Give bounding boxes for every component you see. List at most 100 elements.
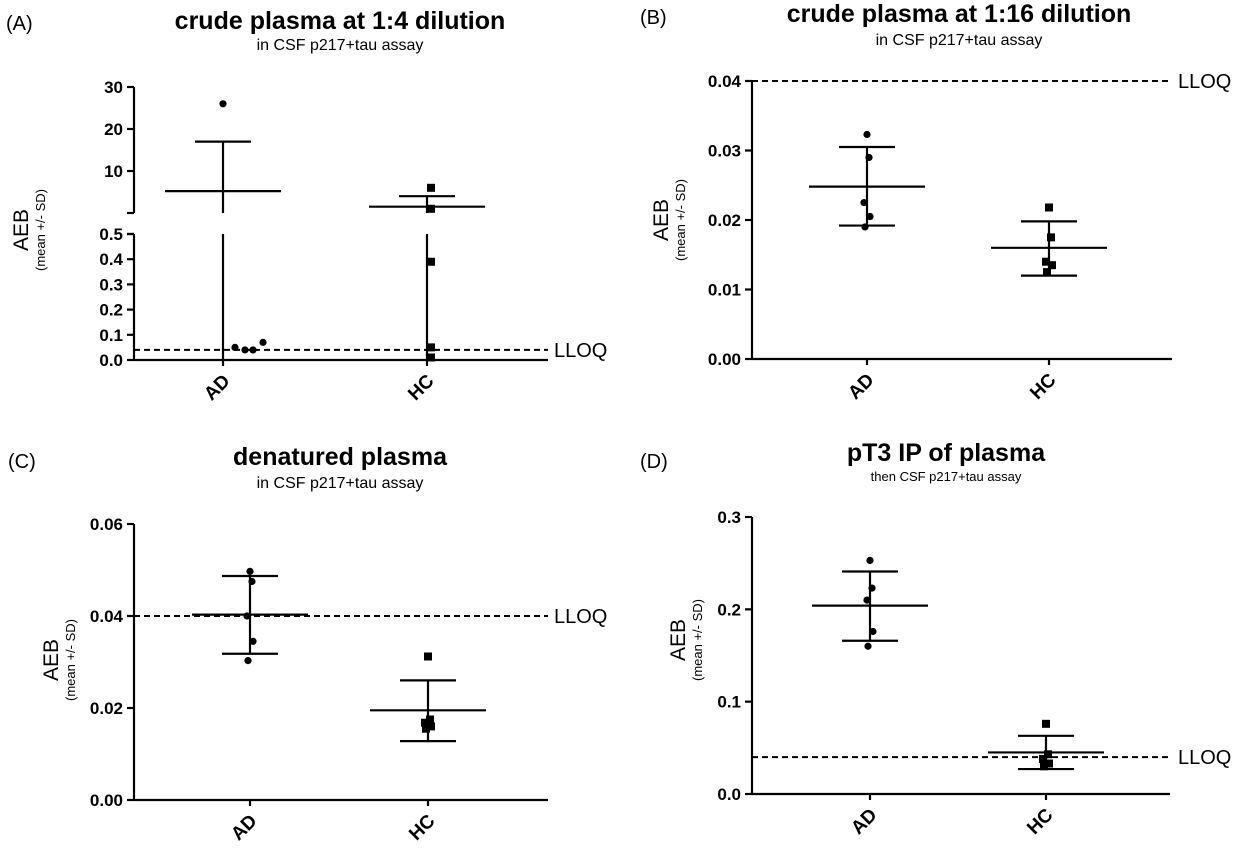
panel-d-label: (D): [640, 451, 668, 473]
x-label-ad: AD: [227, 811, 261, 845]
panel-d-ylabel-sub: (mean +/- SD): [690, 599, 705, 681]
lloq-label: LLOQ: [554, 606, 607, 628]
data-point-hc: [1044, 750, 1052, 759]
panel-d: (D) pT3 IP of plasma then CSF p217+tau a…: [640, 439, 1231, 839]
panel-b-plot: 0.00 0.01 0.02 0.03 0.04 LLOQ AD HC: [708, 71, 1231, 404]
data-point-hc: [1040, 762, 1048, 771]
data-point-hc: [427, 257, 435, 266]
panel-c-title: denatured plasma: [233, 443, 448, 471]
y-tick-label: 0.00: [708, 350, 741, 369]
y-tick-label: 0.5: [99, 225, 123, 244]
data-point-ad: [243, 612, 251, 620]
data-point-ad: [860, 199, 868, 207]
data-point-hc: [426, 715, 434, 724]
data-point-hc: [1042, 257, 1050, 266]
y-tick-label: 0.0: [99, 351, 123, 370]
data-point-ad: [249, 637, 257, 645]
panel-a-label: (A): [6, 13, 33, 35]
panel-b-ylabel: AEB: [650, 199, 673, 241]
data-point-ad: [866, 556, 874, 564]
x-label-hc: HC: [1026, 369, 1060, 403]
data-point-ad: [863, 596, 871, 604]
panel-a: (A) crude plasma at 1:4 dilution in CSF …: [6, 7, 607, 405]
panel-b-label: (B): [640, 7, 667, 29]
panel-a-ylabel: AEB: [10, 209, 33, 251]
y-tick-label: 0.3: [717, 508, 741, 527]
x-label-hc: HC: [1023, 804, 1057, 838]
data-point-ad: [869, 627, 877, 636]
data-point-hc: [424, 652, 432, 661]
data-point-ad: [864, 642, 872, 650]
panel-d-ylabel: AEB: [667, 619, 690, 661]
data-point-hc: [1039, 754, 1047, 763]
panel-a-ylabel-sub: (mean +/- SD): [33, 189, 48, 271]
y-tick-label: 0.03: [708, 142, 741, 161]
data-point-hc: [422, 724, 430, 733]
data-point-hc: [421, 718, 429, 727]
y-tick-label: 0.1: [717, 693, 741, 712]
x-label-hc: HC: [405, 810, 439, 844]
panel-a-plot: 0.0 0.1 0.2 0.3 0.4 0.5 10 20 30 LLOQ AD HC: [99, 78, 607, 405]
y-tick-label: 0.02: [708, 211, 741, 230]
panel-c-plot: 0.00 0.02 0.04 0.06 LLOQ AD HC: [90, 515, 607, 845]
y-tick-label: 30: [104, 78, 123, 97]
panel-a-title: crude plasma at 1:4 dilution: [175, 7, 506, 35]
lloq-label: LLOQ: [554, 340, 607, 362]
data-point-ad: [244, 657, 252, 665]
data-point-ad: [861, 223, 869, 231]
panel-c-ylabel-sub: (mean +/- SD): [63, 619, 78, 701]
panel-b: (B) crude plasma at 1:16 dilution in CSF…: [640, 0, 1231, 404]
data-point-ad: [249, 346, 257, 354]
x-label-hc: HC: [404, 370, 438, 404]
y-tick-label: 0.3: [99, 275, 123, 294]
data-point-ad: [248, 577, 256, 586]
data-point-ad: [246, 567, 254, 575]
data-point-hc: [1047, 233, 1055, 242]
data-point-hc: [1042, 719, 1050, 728]
y-tick-label: 0.2: [717, 600, 741, 619]
panel-c-label: (C): [8, 451, 36, 473]
data-point-ad: [231, 343, 239, 351]
data-point-hc: [427, 722, 435, 731]
y-tick-label: 10: [104, 162, 123, 181]
panel-b-ylabel-sub: (mean +/- SD): [673, 179, 688, 261]
y-tick-label: 0.2: [99, 301, 123, 320]
panel-b-subtitle: in CSF p217+tau assay: [876, 32, 1043, 49]
data-point-ad: [241, 346, 249, 354]
panel-c: (C) denatured plasma in CSF p217+tau ass…: [8, 443, 607, 845]
data-point-ad: [866, 212, 874, 221]
data-point-ad: [865, 153, 873, 162]
data-point-hc: [427, 204, 435, 213]
panel-d-subtitle: then CSF p217+tau assay: [871, 469, 1022, 484]
panel-d-title: pT3 IP of plasma: [847, 439, 1046, 467]
y-tick-label: 0.04: [708, 72, 742, 91]
panel-c-ylabel: AEB: [40, 639, 63, 681]
data-point-hc: [427, 183, 435, 192]
data-point-hc: [1043, 268, 1051, 277]
y-tick-label: 0.00: [90, 791, 123, 810]
data-point-hc: [1045, 759, 1053, 768]
y-tick-label: 0.02: [90, 699, 123, 718]
panel-a-subtitle: in CSF p217+tau assay: [257, 37, 424, 54]
x-label-ad: AD: [200, 371, 234, 405]
lloq-label: LLOQ: [1178, 71, 1231, 93]
data-point-hc: [1048, 261, 1056, 270]
data-point-ad: [259, 338, 267, 346]
x-label-ad: AD: [844, 370, 878, 404]
y-tick-label: 0.4: [99, 250, 123, 269]
y-tick-label: 0.0: [717, 785, 741, 804]
y-tick-label: 0.04: [90, 607, 124, 626]
data-point-hc: [427, 353, 435, 362]
y-tick-label: 0.01: [708, 281, 741, 300]
x-label-ad: AD: [847, 805, 881, 839]
data-point-ad: [219, 100, 227, 108]
data-point-hc: [1045, 203, 1053, 212]
y-tick-label: 0.1: [99, 326, 123, 345]
y-tick-label: 20: [104, 120, 123, 139]
panel-d-plot: 0.0 0.1 0.2 0.3 LLOQ AD HC: [717, 508, 1231, 839]
data-point-hc: [427, 343, 435, 352]
y-tick-label: 0.06: [90, 515, 123, 534]
data-point-ad: [863, 130, 871, 139]
data-point-ad: [868, 584, 876, 592]
